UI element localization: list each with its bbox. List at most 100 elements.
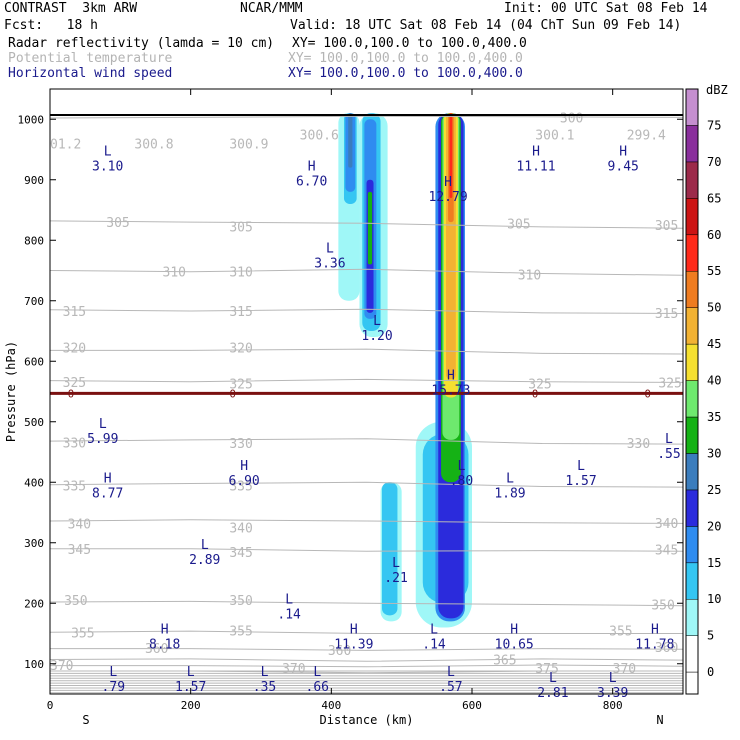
colorbar-label: 10 (707, 592, 721, 606)
colorbar-swatch-60 (685, 198, 699, 236)
colorbar-swatch-25 (685, 453, 699, 491)
wind-extremum-value: 6.70 (296, 175, 327, 190)
colorbar-swatch-20 (685, 489, 699, 527)
theta-label: 310 (229, 266, 252, 281)
theta-label: 375 (535, 662, 558, 677)
colorbar-swatch-45 (685, 307, 699, 345)
theta-label: 355 (229, 624, 252, 639)
y-tick-label: 200 (24, 597, 44, 610)
wind-extremum-value: 6.90 (228, 474, 259, 489)
theta-label: 360 (655, 641, 678, 656)
axes-layer: 0 200 400 600 800 100 200 300 400 500 600 700 800 900… (4, 88, 684, 727)
wind-extremum-high-symbol: H (240, 459, 248, 474)
theta-label: 325 (63, 376, 86, 391)
zero-isotherm-layer: 0 0 0 0 (50, 114, 683, 400)
theta-label: 305 (229, 220, 252, 235)
wind-extremum-low-symbol: L (261, 665, 269, 680)
field2-xy: XY= 100.0,100.0 to 100.0,400.0 (288, 51, 523, 66)
field1-xy: XY= 100.0,100.0 to 100.0,400.0 (292, 36, 527, 51)
wind-extremum-value: .79 (102, 680, 125, 695)
theta-contour-360 (50, 648, 684, 651)
wind-extremum-value: 10.65 (495, 638, 534, 653)
theta-contour-340 (49, 519, 684, 524)
theta-label: 320 (229, 341, 252, 356)
wind-extremum-value: .35 (253, 680, 276, 695)
theta-label: 305 (507, 217, 530, 232)
wind-extremum-high-symbol: H (308, 160, 316, 175)
theta-label: 340 (655, 517, 678, 532)
theta-label: 335 (229, 479, 252, 494)
y-tick-label: 900 (24, 174, 44, 187)
colorbar-swatch-55 (685, 234, 699, 272)
theta-label: 370 (50, 659, 73, 674)
surface-theta-label: 300.1 (535, 128, 574, 143)
theta-label: 320 (63, 341, 86, 356)
wind-extremum-low-symbol: L (109, 665, 117, 680)
reflectivity-cell-11 (381, 482, 398, 616)
colorbar-swatch-65 (685, 161, 699, 199)
colorbar-label: 20 (707, 519, 721, 533)
theta-contour-300 (49, 115, 684, 119)
wind-extremum-low-symbol: L (665, 432, 673, 447)
wind-extremum-high-symbol: H (350, 623, 358, 638)
wind-extremum-value: 1.89 (494, 486, 525, 501)
wind-extremum-value: 2.89 (189, 553, 220, 568)
chart-organization: NCAR/MMM (240, 1, 303, 16)
theta-contour-330 (49, 438, 684, 445)
y-tick-label: 800 (24, 234, 44, 247)
wind-extremum-low-symbol: L (285, 592, 293, 607)
wind-extremum-value: .66 (306, 680, 329, 695)
x-tick-label: 0 (47, 699, 54, 712)
theta-label: 360 (328, 644, 351, 659)
theta-label: 360 (145, 642, 168, 657)
theta-label: 310 (518, 269, 541, 284)
wind-extremum-low-symbol: L (577, 459, 585, 474)
colorbar-swatch-0 (685, 635, 699, 673)
theta-label: 330 (229, 437, 252, 452)
theta-label: 335 (63, 479, 86, 494)
colorbar-label: 55 (707, 264, 721, 278)
y-axis-label: Pressure (hPa) (4, 341, 18, 442)
colorbar-unit: dBZ (706, 83, 728, 97)
x-tick-label: 600 (462, 699, 482, 712)
zero-isotherm-label: 0 (644, 387, 651, 400)
wind-extremum-low-symbol: L (506, 471, 514, 486)
x-axis-end-label-right: N (656, 713, 663, 727)
wind-extremum-value: 1.57 (565, 474, 596, 489)
colorbar-label: 50 (707, 301, 721, 315)
theta-label: 355 (71, 626, 94, 641)
wind-extremum-low-symbol: L (392, 556, 400, 571)
theta-label: 330 (63, 436, 86, 451)
theta-label: 355 (609, 624, 632, 639)
wind-extremum-low-symbol: L (313, 665, 321, 680)
colorbar-swatch-70 (685, 125, 699, 163)
x-axis-label: Distance (km) (320, 713, 414, 727)
wind-extremum-value: 1.57 (175, 680, 206, 695)
wind-extremum-low-symbol: L (99, 417, 107, 432)
wind-extremum-value: .55 (657, 447, 680, 462)
surface-theta-label: 01.2 (50, 137, 81, 152)
theta-contour-370 (50, 664, 684, 668)
theta-contour-350 (49, 600, 684, 607)
wind-extremum-value: .14 (422, 638, 446, 653)
chart-forecast-hour: Fcst: 18 h (4, 18, 98, 33)
wind-extremum-value: 11.78 (635, 638, 674, 653)
wind-extremum-high-symbol: H (619, 145, 627, 160)
surface-theta-label: 300.9 (229, 137, 268, 152)
wind-extremum-low-symbol: L (187, 665, 195, 680)
theta-contour-layer: 370 360 355 350 345 340 335 330 325 320 315 310 305 3… (49, 111, 684, 694)
wind-extremum-value: 8.18 (149, 638, 180, 653)
theta-contour-315 (49, 308, 684, 314)
theta-contour-305 (49, 220, 684, 229)
theta-label: 370 (282, 662, 305, 677)
wind-extremum-value: 11.11 (516, 160, 555, 175)
wind-extremum-low-symbol: L (430, 623, 438, 638)
reflectivity-cell-8 (367, 191, 373, 265)
wind-extremum-high-symbol: H (510, 623, 518, 638)
x-tick-label: 400 (321, 699, 341, 712)
wind-extremum-value: 2.81 (537, 686, 568, 701)
theta-label: 315 (63, 305, 86, 320)
wind-extremum-high-symbol: H (444, 175, 452, 190)
wind-extremum-value: 5.99 (87, 432, 118, 447)
